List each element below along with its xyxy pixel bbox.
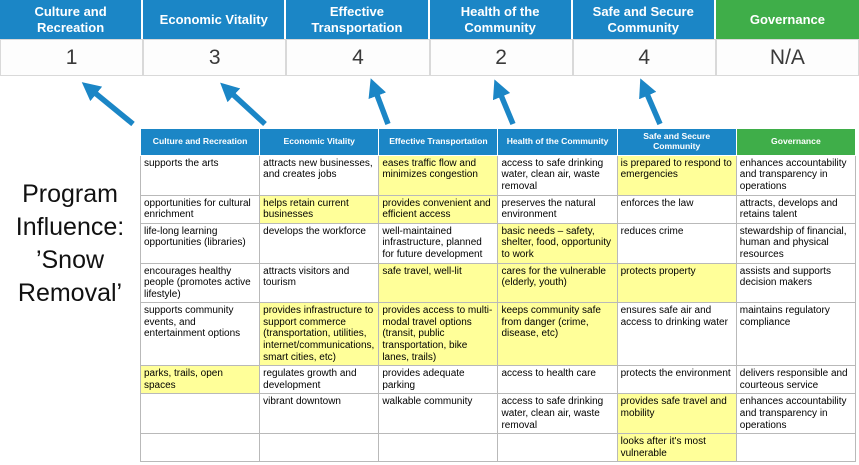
matrix-cell: walkable community: [378, 393, 499, 435]
matrix-cell: [259, 433, 380, 463]
up-arrow-icon: [368, 78, 391, 125]
matrix-cell: protects the environment: [616, 365, 737, 395]
matrix-cell: enhances accountability and transparency…: [735, 154, 857, 196]
matrix-cell: provides adequate parking: [378, 365, 499, 395]
matrix-cell: [139, 433, 261, 463]
matrix-cell: [378, 433, 499, 463]
summary-header-label: Culture and Recreation: [34, 4, 107, 35]
matrix-cell: preserves the natural environment: [497, 194, 618, 224]
matrix-head: Culture and Recreation Economic Vitality E…: [139, 128, 857, 156]
matrix-cell-highlighted: keeps community safe from danger (crime,…: [497, 302, 618, 367]
matrix-cell-highlighted: is prepared to respond to emergencies: [616, 154, 737, 196]
matrix-row: life-long learning opportunities (librar…: [139, 222, 857, 264]
matrix-cell: maintains regulatory compliance: [735, 302, 857, 367]
program-influence-label: Program Influence: ’Snow Removal’: [2, 178, 138, 310]
summary-header-label: Governance: [749, 11, 825, 27]
program-label-line: Program: [22, 180, 118, 208]
up-arrow-icon: [639, 78, 663, 126]
matrix-cell: develops the workforce: [259, 222, 380, 264]
matrix-row: supports community events, and entertain…: [139, 302, 857, 367]
matrix-cell-highlighted: basic needs – safety, shelter, food, opp…: [497, 222, 618, 264]
matrix-row: supports the arts attracts new businesses…: [139, 154, 857, 196]
matrix-cell: supports community events, and entertain…: [139, 302, 261, 367]
matrix-cell: stewardship of financial, human and phys…: [735, 222, 857, 264]
matrix-cell-highlighted: cares for the vulnerable (elderly, youth…: [497, 262, 618, 304]
score-culture: 1: [0, 39, 144, 76]
matrix-row: opportunities for cultural enrichment hel…: [139, 194, 857, 224]
summary-header-economic: Economic Vitality: [143, 0, 287, 39]
summary-header-culture: Culture and Recreation: [0, 0, 144, 39]
matrix-cell: vibrant downtown: [259, 393, 380, 435]
up-arrow-icon: [81, 82, 135, 127]
matrix-header-row: Culture and Recreation Economic Vitality E…: [139, 128, 857, 156]
influence-matrix: Culture and Recreation Economic Vitality E…: [139, 128, 857, 463]
summary-header-row: Culture and Recreation Economic Vitality…: [0, 0, 859, 39]
matrix-cell-highlighted: provides infrastructure to support comme…: [259, 302, 380, 367]
score-arrows: [81, 78, 663, 127]
matrix-row: looks after it's most vulnerable: [139, 433, 857, 463]
matrix-cell: attracts, develops and retains talent: [735, 194, 857, 224]
matrix-cell: access to safe drinking water, clean air…: [497, 393, 618, 435]
matrix-column-header: Effective Transportation: [378, 128, 499, 156]
matrix-cell: opportunities for cultural enrichment: [139, 194, 261, 224]
program-label-line: Removal’: [17, 279, 123, 307]
matrix-cell: enforces the law: [616, 194, 737, 224]
summary-header-label: Safe and Secure Community: [592, 4, 694, 35]
matrix-column-header: Safe and Secure Community: [616, 128, 737, 156]
matrix-cell: attracts new businesses, and creates job…: [259, 154, 380, 196]
program-label-line: Influence:: [15, 213, 125, 241]
matrix-cell: [735, 433, 857, 463]
matrix-cell: [139, 393, 261, 435]
summary-header-transportation: Effective Transportation: [286, 0, 430, 39]
matrix-cell: access to safe drinking water, clean air…: [497, 154, 618, 196]
matrix-cell: regulates growth and development: [259, 365, 380, 395]
matrix-column-header: Health of the Community: [497, 128, 618, 156]
score-transportation: 4: [286, 39, 430, 76]
matrix-cell: supports the arts: [139, 154, 261, 196]
summary-header-label: Health of the Community: [460, 4, 540, 35]
matrix-row: encourages healthy people (promotes acti…: [139, 262, 857, 304]
matrix-row: parks, trails, open spaces regulates grow…: [139, 365, 857, 395]
up-arrow-icon: [220, 82, 267, 127]
matrix-cell: attracts visitors and tourism: [259, 262, 380, 304]
matrix-cell: encourages healthy people (promotes acti…: [139, 262, 261, 304]
matrix-cell: ensures safe air and access to drinking …: [616, 302, 737, 367]
score-safe: 4: [572, 39, 716, 76]
matrix-cell: enhances accountability and transparency…: [735, 393, 857, 435]
matrix-column-header: Economic Vitality: [259, 128, 380, 156]
matrix-cell: assists and supports decision makers: [735, 262, 857, 304]
matrix-cell: delivers responsible and courteous servi…: [735, 365, 857, 395]
matrix-cell-highlighted: eases traffic flow and minimizes congest…: [378, 154, 499, 196]
matrix-body: supports the arts attracts new businesses…: [139, 154, 857, 463]
matrix-cell: life-long learning opportunities (librar…: [139, 222, 261, 264]
matrix-cell-highlighted: safe travel, well-lit: [378, 262, 499, 304]
summary-header-governance: Governance: [715, 0, 859, 39]
score-row: 1 3 4 2 4 N/A: [0, 39, 859, 76]
matrix-cell-highlighted: provides convenient and efficient access: [378, 194, 499, 224]
matrix-cell-highlighted: protects property: [616, 262, 737, 304]
summary-header-label: Effective Transportation: [311, 4, 403, 35]
matrix-cell: reduces crime: [616, 222, 737, 264]
matrix-column-header: Culture and Recreation: [139, 128, 261, 156]
matrix-cell: well-maintained infrastructure, planned …: [378, 222, 499, 264]
matrix-column-header: Governance: [735, 128, 857, 156]
matrix-cell-highlighted: helps retain current businesses: [259, 194, 380, 224]
matrix-cell: [497, 433, 618, 463]
matrix-cell-highlighted: looks after it's most vulnerable: [616, 433, 737, 463]
matrix-cell-highlighted: parks, trails, open spaces: [139, 365, 261, 395]
summary-header-safe: Safe and Secure Community: [572, 0, 716, 39]
score-governance: N/A: [715, 39, 859, 76]
summary-header-health: Health of the Community: [429, 0, 573, 39]
matrix-cell-highlighted: provides access to multi-modal travel op…: [378, 302, 499, 367]
score-economic: 3: [143, 39, 287, 76]
score-health: 2: [429, 39, 573, 76]
summary-header-label: Economic Vitality: [159, 11, 268, 27]
program-label-line: ’Snow: [35, 246, 105, 274]
matrix-cell: access to health care: [497, 365, 618, 395]
matrix-row: vibrant downtown walkable community access…: [139, 393, 857, 435]
up-arrow-icon: [492, 79, 516, 126]
matrix-cell-highlighted: provides safe travel and mobility: [616, 393, 737, 435]
